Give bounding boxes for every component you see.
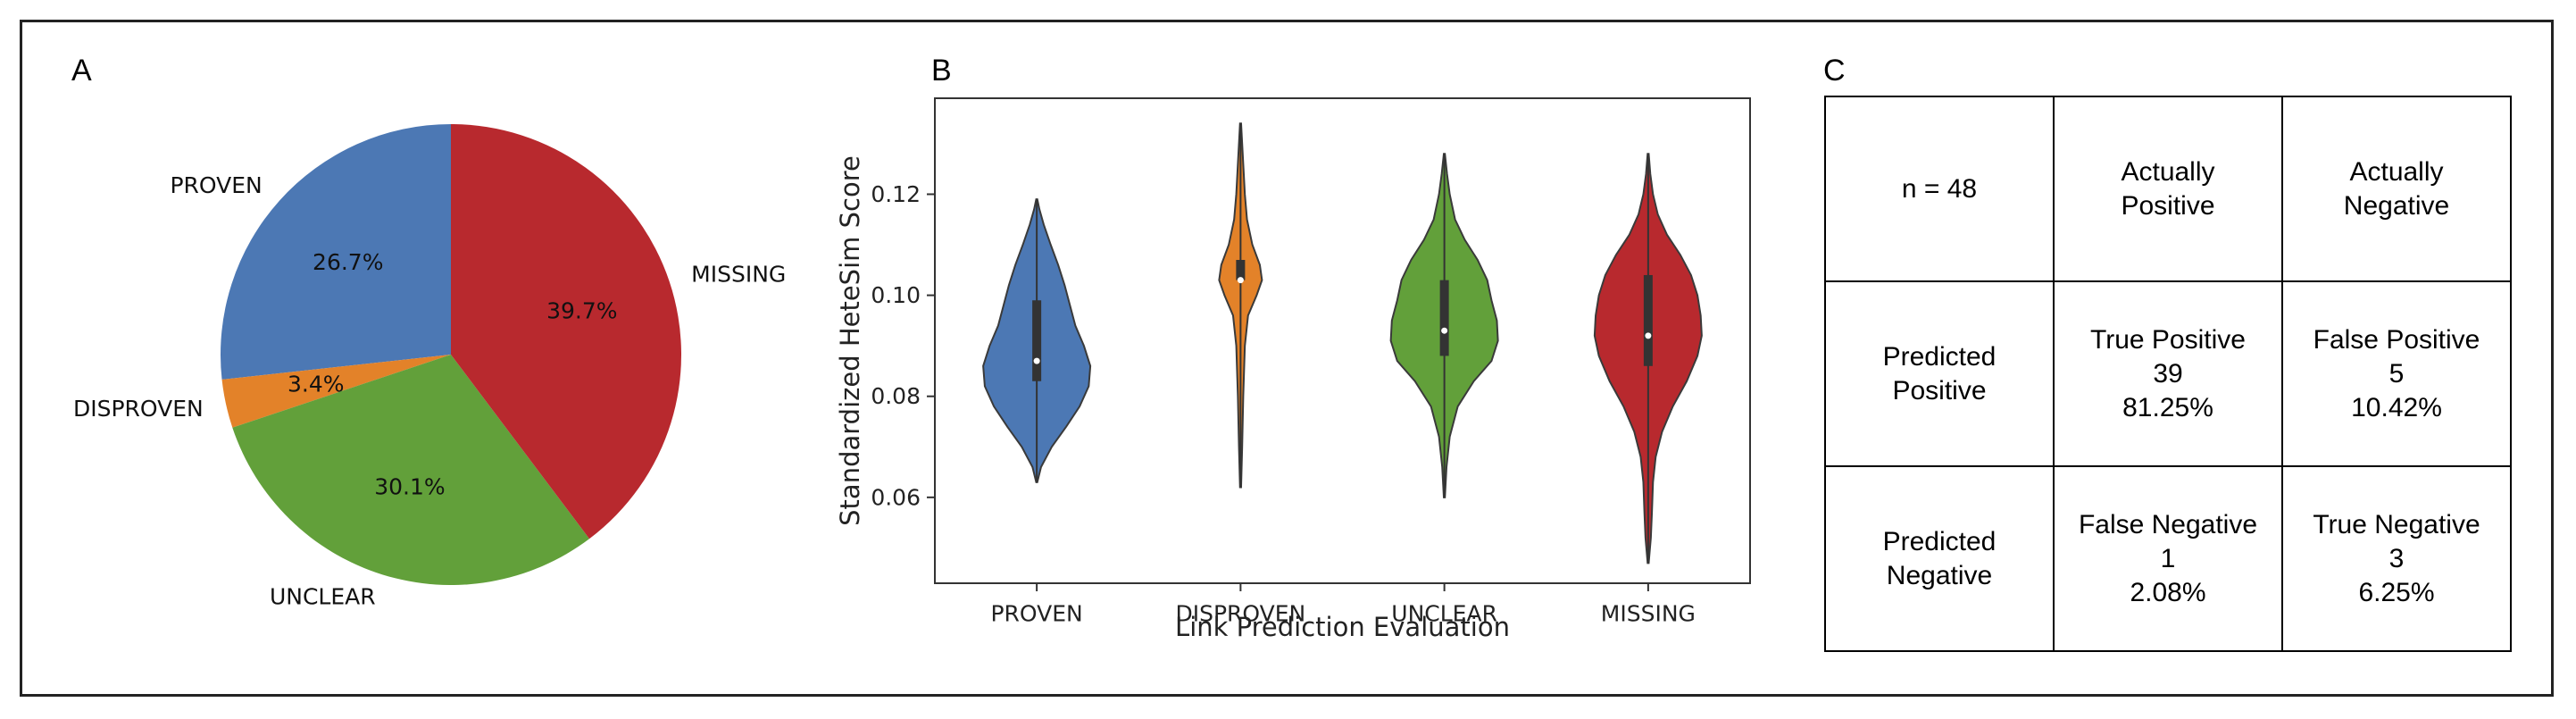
cell-text: False Positive: [2313, 324, 2480, 355]
pie-category-label-unclear: UNCLEAR: [270, 583, 376, 609]
table-cell: Actually Positive: [2053, 96, 2283, 282]
violin-median-dot: [1441, 327, 1448, 334]
y-tick-label: 0.10: [871, 282, 921, 308]
cell-text: 1: [2160, 543, 2176, 573]
table-row: Predicted Negative False Negative 1 2.08% Tru…: [1824, 465, 2512, 652]
violin-iqr-box: [1643, 274, 1653, 366]
y-tick-label: 0.08: [871, 383, 921, 409]
cell-text: Positive: [2121, 190, 2215, 221]
confusion-matrix-table: n = 48 Actually Positive Actually Negative Pr…: [1824, 96, 2512, 652]
cell-text: Negative: [2343, 190, 2450, 221]
violin-disproven: [1218, 122, 1263, 489]
cell-text: False Negative: [2078, 509, 2258, 539]
violin-unclear: [1389, 153, 1499, 498]
table-cell: False Negative 1 2.08%: [2053, 465, 2283, 652]
table-cell: True Positive 39 81.25%: [2053, 280, 2283, 467]
violin-median-dot: [1237, 277, 1244, 284]
table-cell: Predicted Positive: [1824, 280, 2055, 467]
pie-category-label-proven: PROVEN: [170, 172, 262, 198]
x-tick-label-missing: MISSING: [1601, 600, 1696, 626]
cell-text: True Negative: [2313, 509, 2480, 539]
panel-label-b: B: [931, 54, 952, 88]
cell-text: Actually: [2349, 156, 2444, 187]
violin-iqr-box: [1236, 260, 1246, 280]
pie-pct-label-unclear: 30.1%: [374, 473, 445, 499]
table-cell: n = 48: [1824, 96, 2055, 282]
pie-slice-proven: [221, 124, 451, 380]
pie-pct-label-proven: 26.7%: [313, 249, 383, 275]
table-cell: True Negative 3 6.25%: [2281, 465, 2512, 652]
pie-pct-label-disproven: 3.4%: [288, 372, 345, 397]
cell-text: Predicted: [1882, 526, 1997, 556]
pie-slice-missing: [451, 124, 682, 539]
cell-text: True Positive: [2090, 324, 2246, 355]
table-row: Predicted Positive True Positive 39 81.25% Fa…: [1824, 280, 2512, 467]
cell-text: 2.08%: [2130, 577, 2206, 607]
x-tick-label-unclear: UNCLEAR: [1391, 600, 1497, 626]
violin-plot-area: [934, 97, 1751, 584]
table-cell: Predicted Negative: [1824, 465, 2055, 652]
table-row: n = 48 Actually Positive Actually Negative: [1824, 96, 2512, 282]
cell-text: 81.25%: [2122, 392, 2213, 422]
pie-category-label-missing: MISSING: [691, 262, 786, 288]
table-cell: Actually Negative: [2281, 96, 2512, 282]
pie-pct-label-missing: 39.7%: [546, 297, 617, 323]
cell-text: 5: [2388, 358, 2405, 389]
cell-text: 6.25%: [2358, 577, 2435, 607]
cell-text: 3: [2388, 543, 2405, 573]
cell-text: 10.42%: [2351, 392, 2442, 422]
x-tick-label-proven: PROVEN: [990, 600, 1082, 626]
pie-chart: 26.7% PROVEN 3.4% DISPROVEN 30.1% UNCLEAR 39.7…: [73, 124, 786, 609]
cell-text: Negative: [1886, 560, 1993, 590]
violin-iqr-box: [1032, 300, 1042, 381]
violin-chart: 0.06 0.08 0.10 0.12 PROVEN DISPROVEN UNCLEAR MI…: [835, 97, 1751, 642]
x-axis-title: Link Prediction Evaluation: [1175, 612, 1510, 642]
figure-frame: [20, 20, 2554, 697]
violin-proven: [982, 198, 1092, 483]
x-tick-label-disproven: DISPROVEN: [1175, 600, 1305, 626]
cell-text: n = 48: [1901, 173, 1978, 204]
y-tick-label: 0.12: [871, 181, 921, 207]
cell-text: Positive: [1892, 375, 1987, 405]
violin-missing: [1593, 153, 1703, 564]
pie-slice-disproven: [221, 355, 451, 428]
violin-iqr-box: [1439, 280, 1449, 356]
cell-text: Actually: [2121, 156, 2215, 187]
violin-median-dot: [1033, 357, 1040, 364]
panel-label-c: C: [1823, 54, 1846, 88]
pie-slice-unclear: [232, 355, 590, 586]
y-axis-title: Standardized HeteSim Score: [835, 155, 865, 526]
cell-text: 39: [2153, 358, 2183, 389]
table-cell: False Positive 5 10.42%: [2281, 280, 2512, 467]
y-tick-label: 0.06: [871, 484, 921, 510]
violin-median-dot: [1645, 332, 1652, 339]
cell-text: Predicted: [1882, 341, 1997, 372]
panel-label-a: A: [71, 54, 92, 88]
pie-category-label-disproven: DISPROVEN: [73, 396, 204, 422]
